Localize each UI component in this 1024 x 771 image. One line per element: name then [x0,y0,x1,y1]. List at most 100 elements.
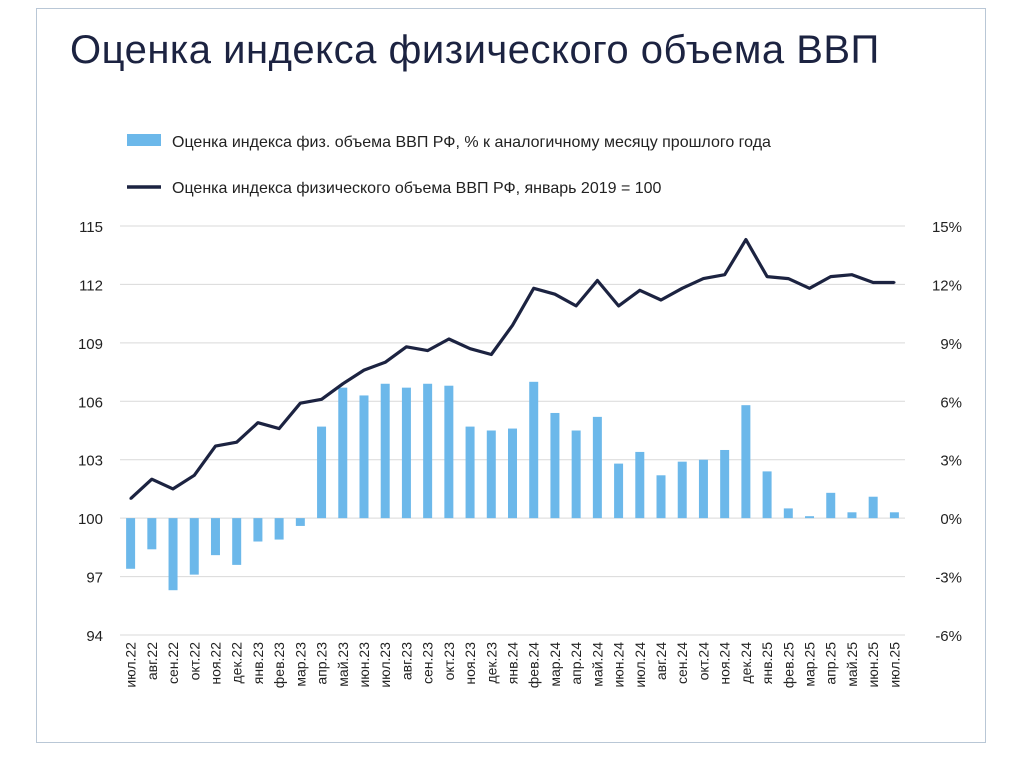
left-axis-tick-label: 109 [78,336,103,353]
x-tick-label: ноя.24 [717,642,733,685]
line-point [511,324,514,327]
x-tick-label: дек.22 [229,642,245,684]
right-axis-tick-label: 9% [940,336,962,353]
x-tick-label: окт.22 [186,642,202,681]
bar [423,383,433,519]
x-tick-label: дек.24 [738,642,754,684]
x-tick-label: фев.23 [271,642,287,688]
x-tick-label: апр.24 [568,642,584,685]
legend-bar-label: Оценка индекса физ. объема ВВП РФ, % к а… [172,134,771,151]
line-point [638,289,641,292]
bar [380,383,390,519]
bar [210,518,220,556]
x-tick-label: июл.23 [377,642,393,688]
line-point [702,277,705,280]
bar [253,518,263,542]
x-tick-label: янв.24 [505,642,521,684]
line-point [171,487,175,491]
line-point [490,353,493,356]
x-tick-label: окт.23 [441,642,457,681]
x-tick-label: июл.25 [886,642,902,688]
bar [741,405,751,519]
line-point [893,281,896,284]
x-tick-label: дек.23 [483,642,499,684]
right-axis-tick-label: 12% [932,277,962,294]
line-point [659,298,663,302]
line-point [617,304,620,308]
left-axis-tick-label: 100 [78,511,103,528]
chart-legend: Оценка индекса физ. объема ВВП РФ, % к а… [127,134,771,197]
x-tick-label: фев.24 [526,642,542,688]
bar [529,381,539,519]
x-tick-label: ноя.23 [462,642,478,685]
left-axis-tick-label: 106 [78,394,103,411]
right-axis-tick-label: 15% [932,219,962,236]
line-point [362,368,366,372]
line-point [574,304,578,308]
bar [232,518,242,565]
line-point [808,287,811,290]
left-axis: 94 97 100 103 106 109 112 115 [78,219,103,645]
bar-series [126,381,899,591]
line-series [129,238,896,500]
right-axis: -6% -3% 0% 3% 6% 9% 12% 15% [932,219,962,645]
bar [295,518,305,526]
bar [401,387,411,519]
right-axis-tick-label: 6% [940,394,962,411]
line-point [320,398,323,401]
bar [444,385,454,519]
right-axis-tick-label: 3% [940,453,962,470]
bar [805,516,815,519]
x-tick-label: июн.25 [865,642,881,688]
right-axis-tick-label: -6% [935,628,962,645]
line-point [235,440,238,444]
line-point [256,421,260,424]
bar [762,471,772,519]
bar [465,426,475,519]
bar [698,459,708,519]
x-tick-label: июл.24 [632,642,648,688]
bar [274,518,284,540]
bar [847,512,857,519]
bar [338,387,348,519]
x-tick-label: апр.25 [823,642,839,685]
line-point [214,444,217,448]
line-point [850,273,854,276]
line-point [193,474,196,477]
chart-title: Оценка индекса физического объема ВВП [70,28,880,72]
x-tick-label: май.25 [844,642,860,687]
left-axis-tick-label: 97 [86,570,103,587]
bar [889,512,899,519]
bar [656,475,666,519]
bar [168,518,178,591]
bar [550,412,560,519]
bar [571,430,581,519]
line-point [553,292,557,296]
line-point [787,277,790,280]
x-tick-label: авг.23 [398,642,414,680]
left-axis-tick-label: 112 [79,277,103,294]
bar [677,461,687,519]
bar [126,518,136,569]
x-tick-label: июн.24 [611,642,627,688]
left-axis-tick-label: 115 [79,219,103,236]
bar [359,395,369,519]
bar [486,430,496,519]
line-point [681,287,684,290]
x-tick-label: июн.23 [356,642,372,688]
x-tick-label: сен.22 [165,642,181,684]
line-point [744,238,748,241]
bar [614,463,624,519]
bar [635,451,645,519]
line-point [596,279,599,282]
line-point [150,477,154,481]
bar [317,426,327,519]
line-point [532,287,535,290]
right-axis-tick-label: 0% [940,511,962,528]
line-point [405,345,408,348]
left-axis-tick-label: 94 [86,628,103,645]
x-tick-label: авг.22 [144,642,160,680]
x-tick-label: мар.24 [547,642,563,687]
x-tick-label: мар.25 [802,642,818,687]
